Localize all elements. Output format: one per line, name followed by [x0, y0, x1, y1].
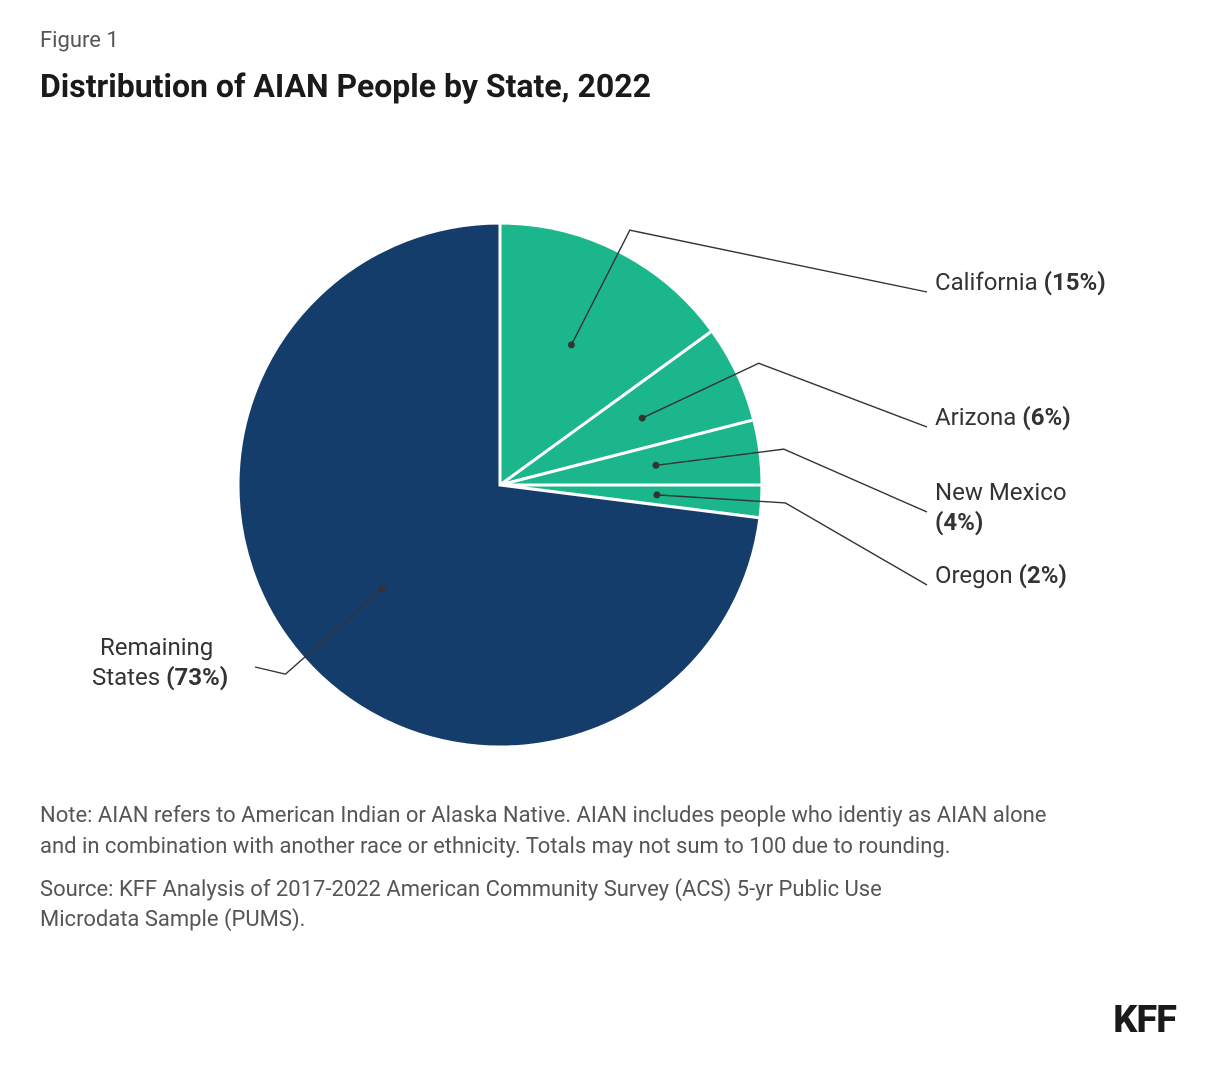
- slice-label: California (15%): [935, 268, 1106, 296]
- slice-label: Arizona (6%): [935, 403, 1071, 431]
- slice-label: New Mexico(4%): [935, 478, 1067, 536]
- chart-note: Note: AIAN refers to American Indian or …: [40, 801, 1050, 863]
- pie-chart: California (15%) Arizona (6%) New Mexico(4…: [40, 135, 1180, 775]
- pie-svg: California (15%) Arizona (6%) New Mexico(4…: [40, 135, 1180, 775]
- slice-label: RemainingStates (73%): [92, 633, 228, 691]
- figure-label: Figure 1: [40, 28, 1180, 53]
- slice-label: Oregon (2%): [935, 561, 1067, 589]
- chart-source: Source: KFF Analysis of 2017-2022 Americ…: [40, 875, 960, 937]
- chart-title: Distribution of AIAN People by State, 20…: [40, 67, 1180, 105]
- kff-logo: KFF: [1113, 998, 1176, 1042]
